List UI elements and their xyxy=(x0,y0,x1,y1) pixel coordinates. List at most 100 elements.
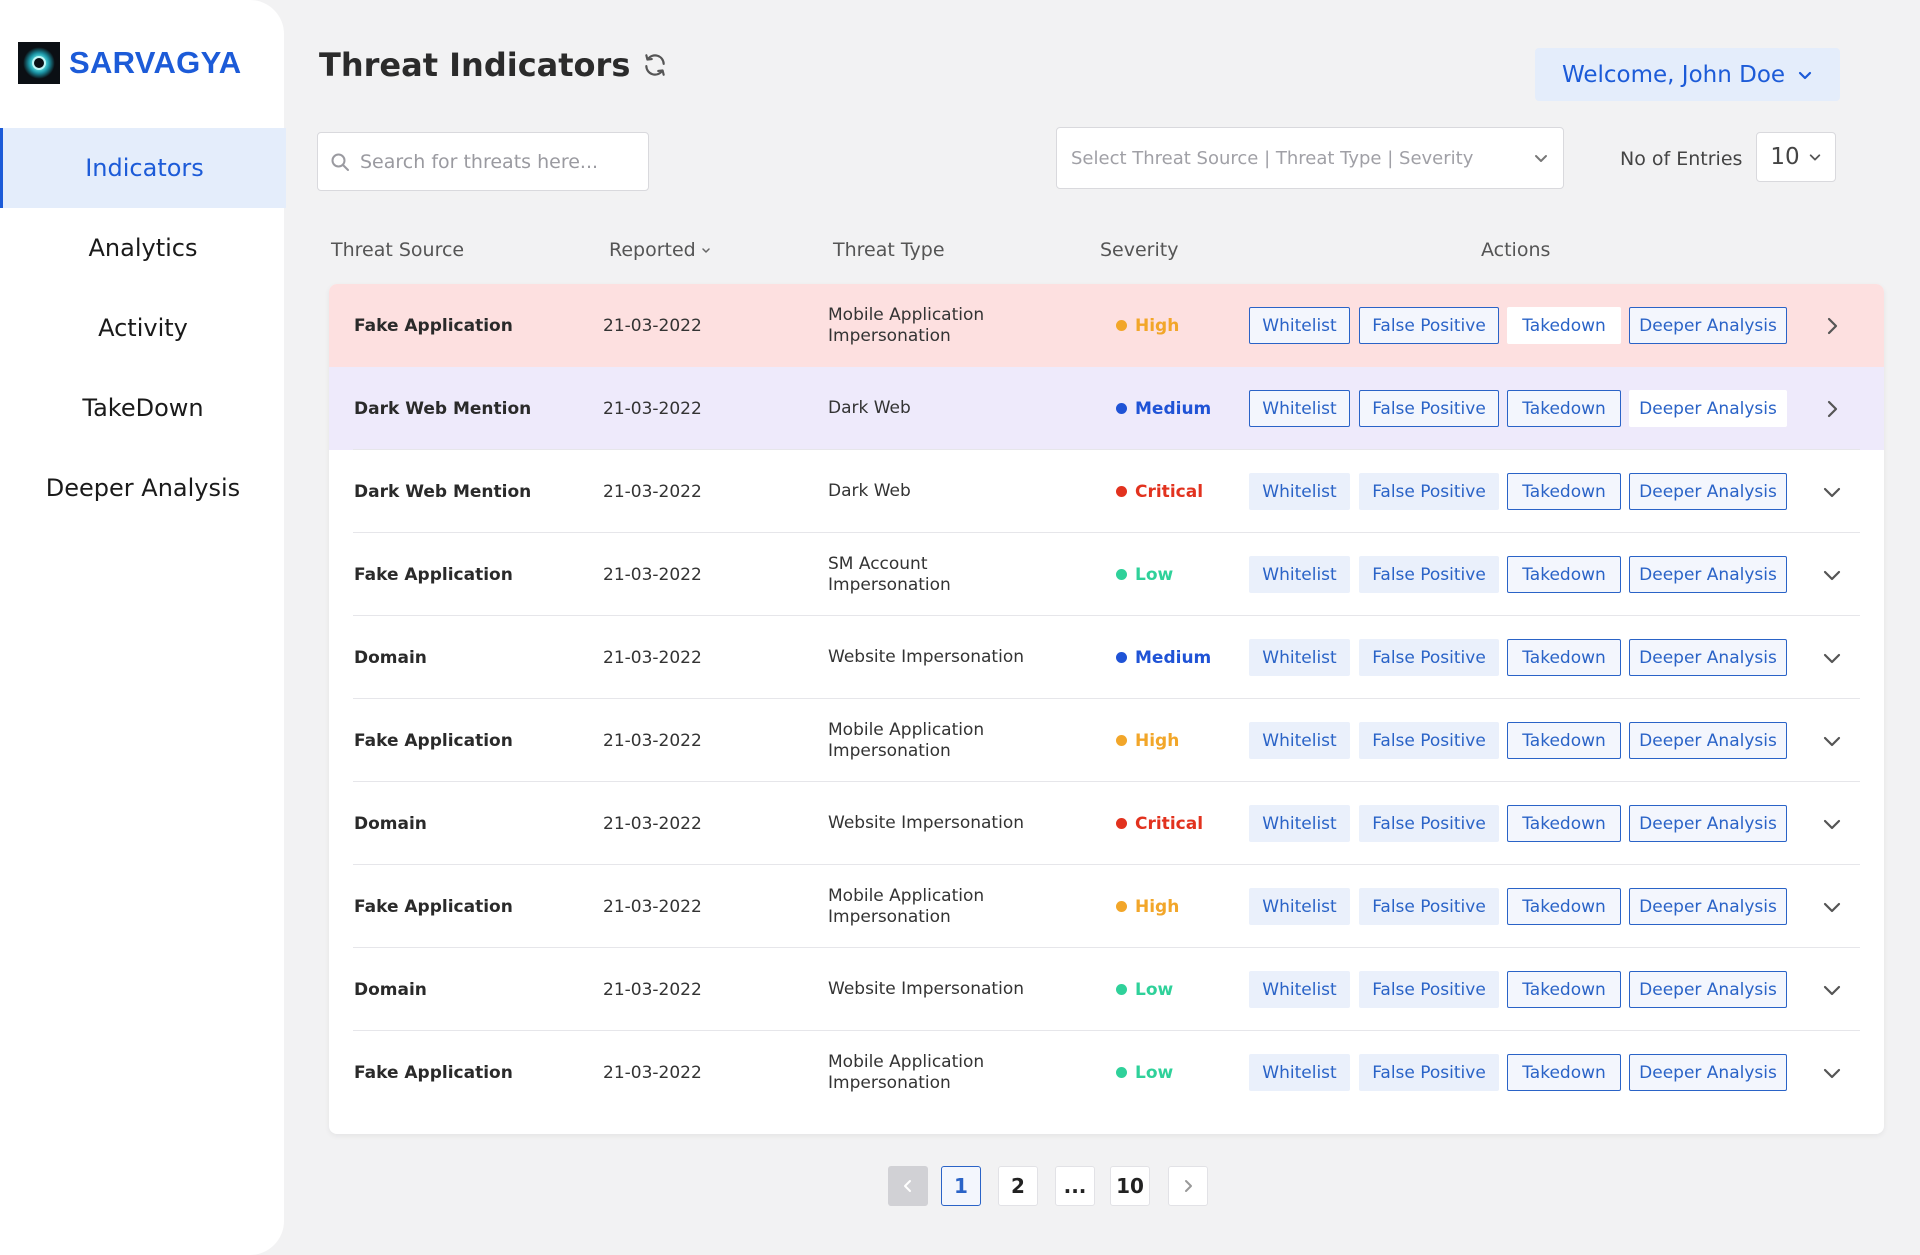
page-button-2[interactable]: 2 xyxy=(998,1166,1038,1206)
takedown-button[interactable]: Takedown xyxy=(1507,556,1621,593)
column-header-threat-source: Threat Source xyxy=(331,239,465,261)
search-input[interactable] xyxy=(360,150,640,173)
false-positive-button[interactable]: False Positive xyxy=(1359,888,1499,925)
threat-source-cell: Domain xyxy=(354,813,427,834)
column-header-reported[interactable]: Reported xyxy=(609,239,712,261)
whitelist-button[interactable]: Whitelist xyxy=(1249,971,1350,1008)
takedown-button[interactable]: Takedown xyxy=(1507,1054,1621,1091)
chevron-down-icon[interactable] xyxy=(1819,894,1845,920)
severity-dot xyxy=(1116,569,1127,580)
sidebar-item-indicators[interactable]: Indicators xyxy=(0,128,286,208)
column-header-threat-type: Threat Type xyxy=(833,239,945,261)
table-row[interactable]: Fake Application 21-03-2022 Mobile Appli… xyxy=(329,865,1884,948)
chevron-down-icon[interactable] xyxy=(1819,562,1845,588)
whitelist-button[interactable]: Whitelist xyxy=(1249,1054,1350,1091)
prev-page-button[interactable] xyxy=(888,1166,928,1206)
takedown-button[interactable]: Takedown xyxy=(1507,639,1621,676)
whitelist-button[interactable]: Whitelist xyxy=(1249,307,1350,344)
takedown-button[interactable]: Takedown xyxy=(1507,722,1621,759)
entries-select[interactable]: 10 xyxy=(1756,132,1836,182)
false-positive-button[interactable]: False Positive xyxy=(1359,390,1499,427)
whitelist-button[interactable]: Whitelist xyxy=(1249,556,1350,593)
chevron-down-icon[interactable] xyxy=(1819,977,1845,1003)
whitelist-button[interactable]: Whitelist xyxy=(1249,805,1350,842)
chevron-down-icon[interactable] xyxy=(1819,728,1845,754)
sidebar-item-deeper-analysis[interactable]: Deeper Analysis xyxy=(45,474,241,502)
chevron-down-icon[interactable] xyxy=(1819,811,1845,837)
whitelist-button[interactable]: Whitelist xyxy=(1249,722,1350,759)
deeper-analysis-button[interactable]: Deeper Analysis xyxy=(1629,390,1787,427)
false-positive-button[interactable]: False Positive xyxy=(1359,473,1499,510)
table-row[interactable]: Domain 21-03-2022 Website Impersonation … xyxy=(329,616,1884,699)
table-row[interactable]: Domain 21-03-2022 Website Impersonation … xyxy=(329,782,1884,865)
refresh-icon[interactable] xyxy=(642,52,668,78)
threat-type-cell: Dark Web xyxy=(828,481,911,501)
chevron-left-icon xyxy=(904,1180,911,1192)
deeper-analysis-button[interactable]: Deeper Analysis xyxy=(1629,473,1787,510)
threat-type-cell: Mobile Application Impersonation xyxy=(828,719,985,761)
false-positive-button[interactable]: False Positive xyxy=(1359,1054,1499,1091)
whitelist-button[interactable]: Whitelist xyxy=(1249,888,1350,925)
false-positive-button[interactable]: False Positive xyxy=(1359,307,1499,344)
table-row[interactable]: Dark Web Mention 21-03-2022 Dark Web Cri… xyxy=(329,450,1884,533)
threat-filter-select[interactable]: Select Threat Source | Threat Type | Sev… xyxy=(1056,127,1564,189)
whitelist-button[interactable]: Whitelist xyxy=(1249,473,1350,510)
sidebar: SARVAGYA Indicators Analytics Activity T… xyxy=(0,0,286,1255)
takedown-button[interactable]: Takedown xyxy=(1507,473,1621,510)
table-row[interactable]: Dark Web Mention 21-03-2022 Dark Web Med… xyxy=(329,367,1884,450)
severity-cell: High xyxy=(1116,699,1179,782)
page-button-1[interactable]: 1 xyxy=(941,1166,981,1206)
sidebar-item-takedown[interactable]: TakeDown xyxy=(82,394,204,422)
takedown-button[interactable]: Takedown xyxy=(1507,971,1621,1008)
table-row[interactable]: Domain 21-03-2022 Website Impersonation … xyxy=(329,948,1884,1031)
row-divider xyxy=(353,698,1860,699)
deeper-analysis-button[interactable]: Deeper Analysis xyxy=(1629,307,1787,344)
table-row[interactable]: Fake Application 21-03-2022 SM Account I… xyxy=(329,533,1884,616)
chevron-right-icon[interactable] xyxy=(1819,313,1845,339)
deeper-analysis-button[interactable]: Deeper Analysis xyxy=(1629,805,1787,842)
column-header-severity: Severity xyxy=(1100,239,1179,261)
brand[interactable]: SARVAGYA xyxy=(18,42,241,84)
takedown-button[interactable]: Takedown xyxy=(1507,888,1621,925)
deeper-analysis-button[interactable]: Deeper Analysis xyxy=(1629,1054,1787,1091)
table-row[interactable]: Fake Application 21-03-2022 Mobile Appli… xyxy=(329,284,1884,367)
next-page-button[interactable] xyxy=(1168,1166,1208,1206)
deeper-analysis-button[interactable]: Deeper Analysis xyxy=(1629,639,1787,676)
threats-table: Fake Application 21-03-2022 Mobile Appli… xyxy=(329,284,1884,1134)
sidebar-item-activity[interactable]: Activity xyxy=(98,314,188,342)
false-positive-button[interactable]: False Positive xyxy=(1359,639,1499,676)
column-header-reported-label: Reported xyxy=(609,239,696,261)
threat-type-cell: Mobile Application Impersonation xyxy=(828,304,985,346)
page-button-10[interactable]: 10 xyxy=(1110,1166,1150,1206)
chevron-right-icon[interactable] xyxy=(1819,396,1845,422)
brand-name: SARVAGYA xyxy=(69,45,242,80)
reported-date-cell: 21-03-2022 xyxy=(603,813,702,834)
deeper-analysis-button[interactable]: Deeper Analysis xyxy=(1629,971,1787,1008)
threat-source-cell: Fake Application xyxy=(354,315,513,336)
takedown-button[interactable]: Takedown xyxy=(1507,307,1621,344)
row-divider xyxy=(353,864,1860,865)
deeper-analysis-button[interactable]: Deeper Analysis xyxy=(1629,888,1787,925)
sidebar-item-analytics[interactable]: Analytics xyxy=(88,234,198,262)
table-row[interactable]: Fake Application 21-03-2022 Mobile Appli… xyxy=(329,1031,1884,1114)
table-row[interactable]: Fake Application 21-03-2022 Mobile Appli… xyxy=(329,699,1884,782)
chevron-down-icon[interactable] xyxy=(1819,479,1845,505)
deeper-analysis-button[interactable]: Deeper Analysis xyxy=(1629,722,1787,759)
chevron-down-icon[interactable] xyxy=(1819,645,1845,671)
takedown-button[interactable]: Takedown xyxy=(1507,390,1621,427)
false-positive-button[interactable]: False Positive xyxy=(1359,722,1499,759)
whitelist-button[interactable]: Whitelist xyxy=(1249,390,1350,427)
takedown-button[interactable]: Takedown xyxy=(1507,805,1621,842)
user-menu-button[interactable]: Welcome, John Doe xyxy=(1535,48,1840,101)
deeper-analysis-button[interactable]: Deeper Analysis xyxy=(1629,556,1787,593)
false-positive-button[interactable]: False Positive xyxy=(1359,556,1499,593)
severity-cell: High xyxy=(1116,865,1179,948)
whitelist-button[interactable]: Whitelist xyxy=(1249,639,1350,676)
chevron-down-icon[interactable] xyxy=(1819,1060,1845,1086)
severity-cell: Low xyxy=(1116,948,1173,1031)
false-positive-button[interactable]: False Positive xyxy=(1359,971,1499,1008)
severity-cell: Critical xyxy=(1116,450,1203,533)
false-positive-button[interactable]: False Positive xyxy=(1359,805,1499,842)
threat-type-cell: Dark Web xyxy=(828,398,911,418)
severity-cell: Critical xyxy=(1116,782,1203,865)
